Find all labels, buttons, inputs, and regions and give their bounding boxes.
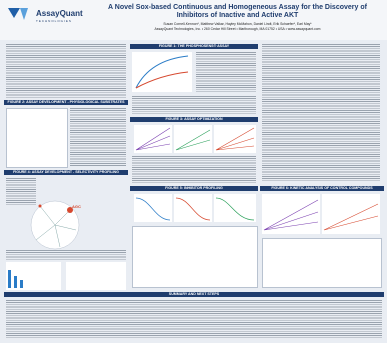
section-heading: FIGURE 4: ASSAY DEVELOPMENT - SELECTIVIT… xyxy=(4,170,128,175)
section-heading: SUMMARY AND NEXT STEPS xyxy=(4,292,384,297)
title: A Novel Sox-based Continuous and Homogen… xyxy=(108,4,367,19)
body-text xyxy=(70,108,126,166)
body-text xyxy=(6,300,382,338)
body-text xyxy=(196,52,256,92)
section-heading: FIGURE 5: INHIBITOR PROFILING xyxy=(130,186,258,191)
body-text xyxy=(6,44,126,98)
logo: AssayQuant xyxy=(36,9,83,18)
section-heading: FIGURE 2: ASSAY DEVELOPMENT - PHYSIOLOGI… xyxy=(4,100,128,105)
affiliation: AssayQuant Technologies, Inc. • 260 Ceda… xyxy=(154,27,321,31)
body-text xyxy=(132,96,256,114)
body-text xyxy=(6,178,36,206)
body-text xyxy=(262,44,380,182)
figure-art xyxy=(6,52,380,290)
body-text xyxy=(6,250,126,260)
table xyxy=(262,238,382,288)
authors: Susan Cornell-Kennon*, Matthew Valkar, H… xyxy=(163,22,312,26)
header-band xyxy=(0,0,387,40)
agc-label: AGC xyxy=(72,204,81,209)
logo-mark xyxy=(8,8,20,18)
logo-sub: TECHNOLOGIES xyxy=(36,19,72,23)
table xyxy=(6,108,68,168)
section-heading: FIGURE 3: ASSAY OPTIMIZATION xyxy=(130,117,258,122)
logo-mark xyxy=(20,8,28,20)
body-text xyxy=(132,156,256,184)
section-heading: FIGURE 6: KINETIC ANALYSIS OF CONTROL CO… xyxy=(260,186,384,191)
section-heading: FIGURE 1: THE PHOSPHOSENS® ASSAY xyxy=(130,44,258,49)
table xyxy=(132,226,258,288)
